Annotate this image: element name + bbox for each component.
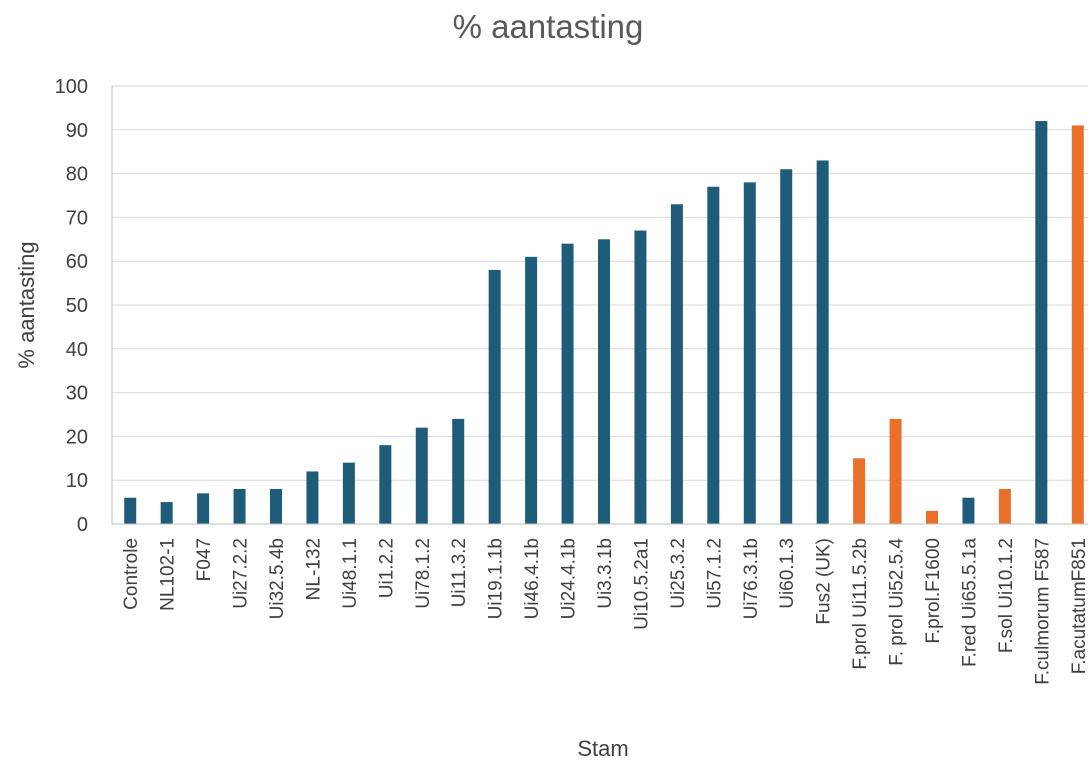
x-tick-labels: Controle NL102-1 F047 Ui27.2.2 Ui32.5.4b NL-1… bbox=[121, 538, 1088, 685]
bars bbox=[124, 121, 1084, 525]
bar bbox=[233, 488, 246, 524]
x-tick-label: Ui3.3.1b bbox=[595, 538, 616, 609]
x-tick-label: Ui24.4.1b bbox=[559, 538, 580, 619]
bar bbox=[926, 510, 938, 524]
bar bbox=[707, 186, 720, 525]
bar bbox=[561, 243, 574, 524]
bar bbox=[816, 160, 829, 524]
y-tick-labels: 0 10 20 30 40 50 60 70 80 90 100 bbox=[55, 76, 88, 536]
bar bbox=[379, 445, 392, 524]
x-tick-label: Ui57.1.2 bbox=[704, 538, 725, 609]
y-tick-label: 90 bbox=[66, 120, 88, 142]
bar bbox=[452, 418, 465, 524]
x-axis-title: Stam bbox=[577, 736, 628, 761]
bar bbox=[270, 488, 282, 524]
x-tick-label: Fus2 (UK) bbox=[814, 538, 835, 625]
bar bbox=[670, 204, 683, 524]
bar bbox=[889, 418, 902, 524]
x-tick-label: Ui19.1.1b bbox=[486, 538, 507, 619]
y-tick-label: 60 bbox=[66, 251, 88, 273]
bar bbox=[124, 497, 137, 524]
bar bbox=[415, 427, 428, 524]
bar bbox=[197, 493, 210, 524]
y-tick-label: 10 bbox=[66, 470, 88, 492]
x-tick-label: F.sol Ui10.1.2 bbox=[996, 538, 1017, 653]
y-tick-label: 40 bbox=[66, 339, 88, 361]
bar bbox=[160, 502, 173, 524]
x-tick-label: Controle bbox=[121, 538, 142, 610]
x-tick-label: F.culmorum F587 bbox=[1032, 538, 1053, 685]
axes bbox=[111, 86, 1088, 525]
bar bbox=[1071, 125, 1084, 525]
x-tick-label: Ui48.1.1 bbox=[340, 538, 361, 609]
bar bbox=[306, 471, 319, 524]
x-tick-label: NL102-1 bbox=[158, 538, 179, 611]
x-tick-label: NL-132 bbox=[303, 538, 324, 600]
bar bbox=[525, 256, 538, 524]
chart-title: % aantasting bbox=[452, 8, 644, 45]
x-tick-label: Ui60.1.3 bbox=[777, 538, 798, 609]
bar bbox=[998, 488, 1011, 524]
x-tick-label: F.red Ui65.5.1a bbox=[959, 538, 980, 667]
bar bbox=[853, 458, 866, 524]
y-tick-label: 100 bbox=[55, 76, 88, 98]
bar bbox=[488, 269, 501, 524]
y-axis-title: % aantasting bbox=[14, 241, 39, 368]
x-tick-label: Ui1.2.2 bbox=[376, 538, 397, 598]
x-tick-label: Ui32.5.4b bbox=[267, 538, 288, 619]
y-tick-label: 80 bbox=[66, 164, 88, 186]
x-tick-label: F.acutatumF851 bbox=[1069, 538, 1088, 674]
bar bbox=[598, 239, 610, 525]
bar bbox=[780, 169, 793, 524]
bar bbox=[634, 230, 647, 525]
bar bbox=[1035, 121, 1048, 524]
y-tick-label: 0 bbox=[77, 514, 88, 536]
y-tick-label: 50 bbox=[66, 295, 88, 317]
x-tick-label: F.prol Ui11.5.2b bbox=[850, 538, 871, 670]
y-tick-label: 70 bbox=[66, 207, 88, 229]
bar bbox=[743, 182, 756, 525]
y-tick-label: 30 bbox=[66, 383, 88, 405]
bar bbox=[342, 462, 355, 524]
x-tick-label: Ui27.2.2 bbox=[231, 538, 252, 609]
bar bbox=[962, 497, 975, 524]
x-tick-label: Ui76.3.1b bbox=[741, 538, 762, 619]
y-tick-label: 20 bbox=[66, 426, 88, 448]
x-tick-label: F047 bbox=[194, 538, 215, 581]
x-tick-label: F.prol.F1600 bbox=[923, 538, 944, 644]
x-tick-label: Ui25.3.2 bbox=[668, 538, 689, 609]
x-tick-label: Ui10.5.2a1 bbox=[631, 538, 652, 630]
x-tick-label: F. prol Ui52.5.4 bbox=[887, 538, 908, 666]
x-tick-label: Ui11.3.2 bbox=[449, 538, 470, 607]
x-tick-label: Ui46.4.1b bbox=[522, 538, 543, 619]
x-tick-label: Ui78.1.2 bbox=[413, 538, 434, 609]
